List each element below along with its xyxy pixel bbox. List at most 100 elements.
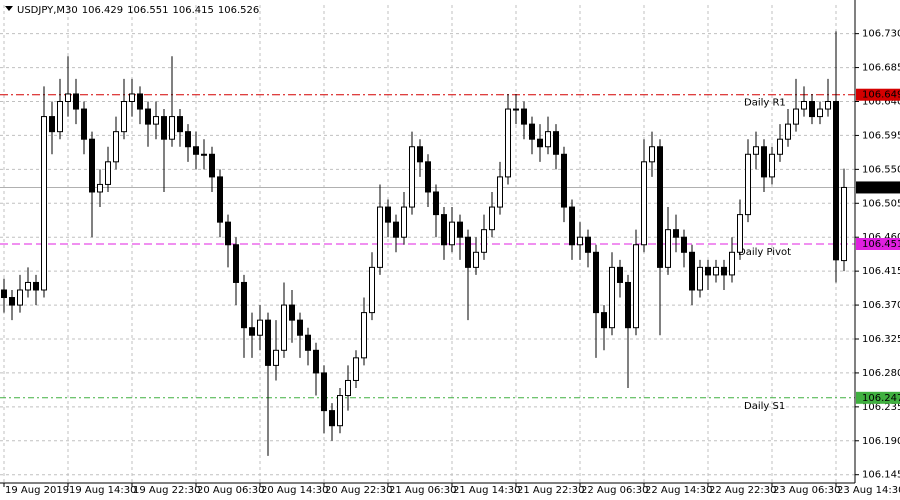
candle-body <box>97 183 103 193</box>
x-tick-label: 19 Aug 2019 <box>5 485 69 496</box>
x-tick-label: 23 Aug 06:30 <box>773 485 840 496</box>
candle-body <box>761 146 767 178</box>
y-tick-label: 106.415 <box>862 266 900 277</box>
candle-body <box>225 221 231 246</box>
candle-body <box>577 236 583 246</box>
candle-body <box>257 319 263 336</box>
candle-body <box>105 161 111 185</box>
x-tick-label: 22 Aug 22:30 <box>709 485 776 496</box>
x-tick-label: 20 Aug 06:30 <box>197 485 264 496</box>
candle-body <box>273 349 279 366</box>
x-tick-label: 19 Aug 14:30 <box>69 485 136 496</box>
candle-body <box>537 138 543 148</box>
candle-body <box>617 266 623 283</box>
candle-body <box>649 146 655 163</box>
candle-body <box>73 93 79 110</box>
candle-body <box>441 214 447 246</box>
candle-body <box>529 123 535 140</box>
candle-body <box>393 221 399 238</box>
candle-body <box>145 108 151 125</box>
candle-body <box>721 266 727 276</box>
candle-body <box>545 131 551 148</box>
candle-body <box>681 236 687 253</box>
candle-body <box>817 108 823 118</box>
levels: Daily R1 Daily Pivot Daily S1 <box>0 94 855 412</box>
ohlc-high: 106.551 <box>127 5 168 16</box>
candle-body <box>697 266 703 291</box>
candle-body <box>25 281 31 291</box>
y-tick-label: 106.640 <box>862 97 900 108</box>
x-tick-label: 19 Aug 22:30 <box>133 485 200 496</box>
candle-body <box>665 229 671 268</box>
candle-body <box>457 221 463 238</box>
candle-body <box>121 101 127 133</box>
candle-body <box>313 349 319 374</box>
candle-body <box>497 176 503 208</box>
candle-body <box>401 206 407 238</box>
candle-body <box>193 146 199 155</box>
candle-body <box>737 214 743 253</box>
candle-body <box>321 372 327 412</box>
y-tick-label: 106.280 <box>862 368 900 379</box>
candle-body <box>417 146 423 163</box>
y-tick-label: 106.145 <box>862 470 900 481</box>
level-price-box <box>856 238 900 250</box>
x-tick-label: 22 Aug 14:30 <box>645 485 712 496</box>
candle-body <box>65 93 71 103</box>
candle-body <box>297 319 303 336</box>
candle-body <box>713 266 719 276</box>
candle-body <box>641 161 647 246</box>
current-price: 106.526 <box>862 182 900 193</box>
y-tick-label: 106.370 <box>862 300 900 311</box>
candle-body <box>609 266 615 329</box>
candle-body <box>289 304 295 321</box>
candle-body <box>489 206 495 231</box>
candle-body <box>825 101 831 110</box>
candle-body <box>769 153 775 178</box>
candle-body <box>425 161 431 193</box>
candle-body <box>505 108 511 178</box>
candle-body <box>513 108 519 111</box>
candle-body <box>481 229 487 253</box>
candle-body <box>833 101 839 261</box>
y-tick-label: 106.595 <box>862 130 900 141</box>
x-tick-label: 21 Aug 14:30 <box>453 485 520 496</box>
x-tick-label: 20 Aug 22:30 <box>325 485 392 496</box>
candle-body <box>153 116 159 125</box>
candle-body <box>689 251 695 291</box>
x-tick-label: 21 Aug 22:30 <box>517 485 584 496</box>
candle-body <box>633 244 639 329</box>
candle-body <box>449 221 455 246</box>
candle-body <box>745 153 751 216</box>
candle-body <box>281 304 287 351</box>
y-tick-label: 106.190 <box>862 436 900 447</box>
candle-body <box>233 244 239 283</box>
level-name: Daily S1 <box>744 401 785 412</box>
current-price-box <box>856 181 900 194</box>
header: USDJPY,M30 106.429 106.551 106.415 106.526 <box>17 5 259 16</box>
candle-body <box>657 146 663 268</box>
ohlc-close: 106.526 <box>218 5 259 16</box>
candle-body <box>473 251 479 268</box>
candle-body <box>385 206 391 223</box>
candle-body <box>521 108 527 125</box>
candle-body <box>561 153 567 208</box>
candle-body <box>17 289 23 306</box>
y-tick-label: 106.505 <box>862 198 900 209</box>
candle-body <box>753 146 759 155</box>
candle-body <box>249 327 255 336</box>
candle-body <box>81 108 87 140</box>
level-name: Daily R1 <box>744 98 786 109</box>
candle-body <box>169 116 175 140</box>
candle-body <box>89 138 95 193</box>
x-tick-label: 22 Aug 06:30 <box>581 485 648 496</box>
candle-body <box>113 131 119 163</box>
level-price-box <box>856 391 900 404</box>
y-tick-label: 106.550 <box>862 164 900 175</box>
menu-triangle[interactable] <box>5 6 13 11</box>
ohlc-open: 106.429 <box>82 5 123 16</box>
candle-body <box>553 131 559 155</box>
candle-body <box>777 138 783 155</box>
